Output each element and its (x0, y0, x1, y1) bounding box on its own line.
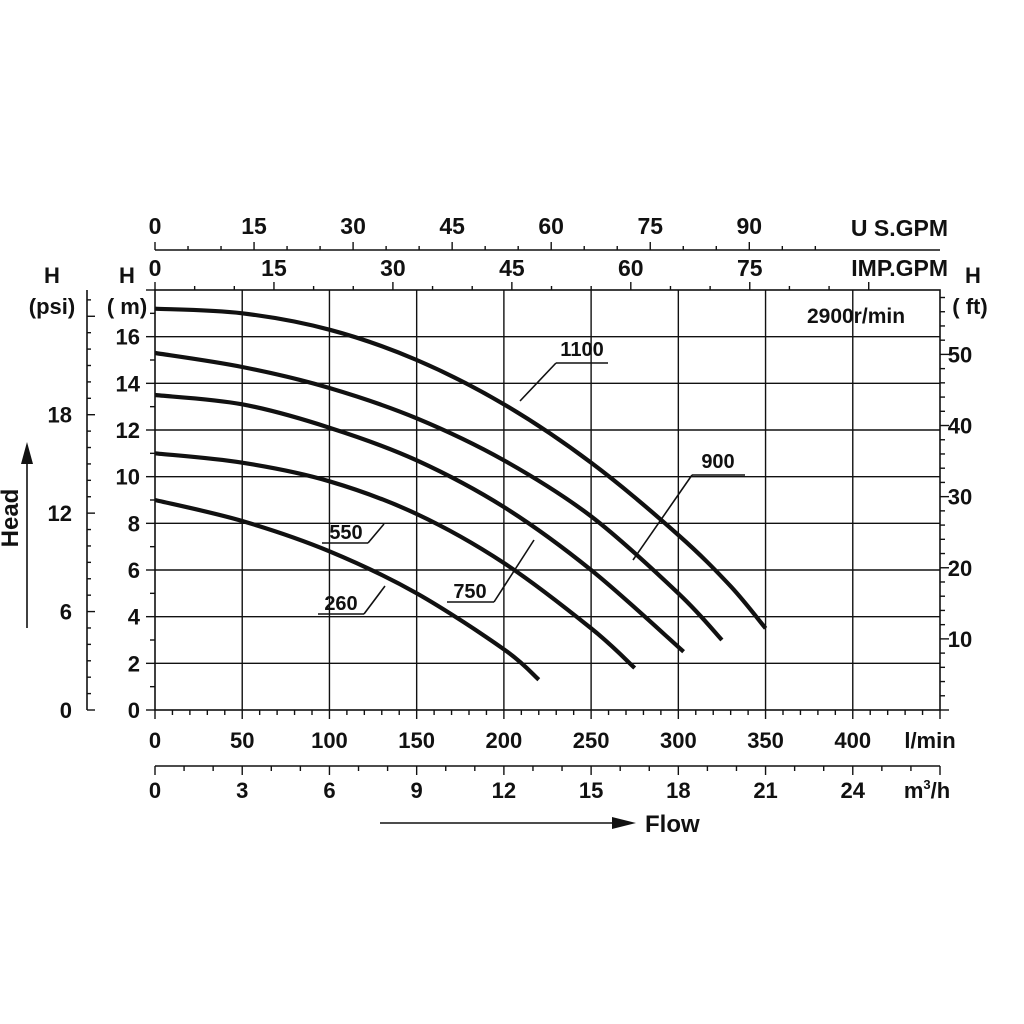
m3h-unit-label: m3/h (904, 777, 950, 803)
x-tick-label-m3h: 3 (236, 778, 248, 803)
x-tick-label-impgpm: 60 (618, 255, 644, 281)
ft-title-line2: ( ft) (952, 294, 987, 319)
curve-leader-line (493, 539, 535, 603)
y-tick-label-ft: 40 (948, 414, 972, 439)
axes-group (86, 242, 949, 775)
y-tick-label-m: 12 (116, 418, 140, 443)
curve-leader-line (367, 523, 385, 544)
y-tick-label-ft: 20 (948, 556, 972, 581)
head-arrow-head (21, 442, 33, 464)
x-tick-label-m3h: 24 (841, 778, 866, 803)
y-tick-label-m: 10 (116, 465, 140, 490)
x-tick-label-lmin: 300 (660, 728, 697, 753)
x-tick-label-usgpm: 90 (737, 213, 763, 239)
y-tick-label-m: 0 (128, 698, 140, 723)
y-tick-label-ft: 10 (948, 627, 972, 652)
psi-title-line1: H (44, 263, 60, 288)
x-tick-label-m3h: 6 (323, 778, 335, 803)
x-tick-label-usgpm: 0 (149, 213, 162, 239)
x-tick-label-usgpm: 60 (538, 213, 564, 239)
curve-1100 (154, 306, 768, 630)
y-tick-label-psi: 6 (60, 600, 72, 625)
x-tick-label-m3h: 9 (411, 778, 423, 803)
curve-label-260: 260 (324, 593, 357, 615)
x-tick-label-m3h: 21 (753, 778, 777, 803)
curve-label-550: 550 (329, 522, 362, 544)
x-tick-label-lmin: 350 (747, 728, 784, 753)
x-tick-label-lmin: 400 (834, 728, 871, 753)
y-tick-label-psi: 12 (48, 501, 72, 526)
speed-label: 2900r/min (807, 305, 905, 328)
x-tick-label-lmin: 200 (486, 728, 523, 753)
curve-label-750: 750 (453, 581, 486, 603)
usgpm-unit-label: U S.GPM (851, 215, 948, 241)
x-tick-label-impgpm: 75 (737, 255, 763, 281)
impgpm-unit-label: IMP.GPM (851, 255, 948, 281)
x-tick-label-m3h: 18 (666, 778, 690, 803)
x-tick-label-m3h: 0 (149, 778, 161, 803)
x-tick-label-impgpm: 45 (499, 255, 525, 281)
x-tick-label-lmin: 100 (311, 728, 348, 753)
psi-title-line2: (psi) (29, 294, 75, 319)
curve-750 (154, 392, 685, 654)
y-tick-label-m: 2 (128, 651, 140, 676)
y-tick-label-ft: 30 (948, 485, 972, 510)
y-tick-label-m: 4 (128, 605, 141, 630)
m-title-line1: H (119, 263, 135, 288)
y-tick-label-psi: 0 (60, 698, 72, 723)
curve-label-1100: 1100 (560, 339, 603, 361)
curve-label-900: 900 (701, 451, 734, 473)
x-tick-label-lmin: 150 (398, 728, 435, 753)
x-tick-label-m3h: 12 (492, 778, 516, 803)
x-tick-label-lmin: 50 (230, 728, 254, 753)
y-tick-label-m: 8 (128, 511, 140, 536)
x-tick-label-usgpm: 30 (340, 213, 366, 239)
x-tick-label-lmin: 250 (573, 728, 610, 753)
curve-900 (154, 350, 724, 642)
arrow-group (21, 442, 636, 829)
curve-550 (154, 451, 637, 670)
m-title-line2: ( m) (107, 294, 147, 319)
y-tick-label-ft: 50 (948, 342, 972, 367)
curve-260 (154, 497, 541, 682)
ft-title-line1: H (965, 263, 981, 288)
curve-leader-line (519, 362, 557, 402)
curve-leader-line (363, 585, 386, 615)
lmin-unit-label: l/min (904, 728, 955, 753)
x-tick-label-m3h: 15 (579, 778, 603, 803)
curve-group (154, 306, 768, 682)
flow-label: Flow (645, 811, 700, 838)
grid-lines (155, 290, 940, 710)
x-tick-label-usgpm: 75 (637, 213, 663, 239)
flow-arrow-head (612, 817, 636, 829)
curve-leader-line (632, 474, 693, 561)
x-tick-label-usgpm: 15 (241, 213, 267, 239)
plot-frame (154, 289, 941, 711)
x-tick-label-impgpm: 30 (380, 255, 406, 281)
y-tick-label-m: 16 (116, 325, 140, 350)
x-tick-label-lmin: 0 (149, 728, 161, 753)
y-tick-label-psi: 18 (48, 403, 72, 428)
y-tick-label-m: 14 (116, 371, 141, 396)
x-tick-label-impgpm: 15 (261, 255, 287, 281)
x-tick-label-usgpm: 45 (439, 213, 465, 239)
y-tick-label-m: 6 (128, 558, 140, 583)
x-tick-label-impgpm: 0 (149, 255, 162, 281)
head-label: Head (0, 489, 24, 548)
